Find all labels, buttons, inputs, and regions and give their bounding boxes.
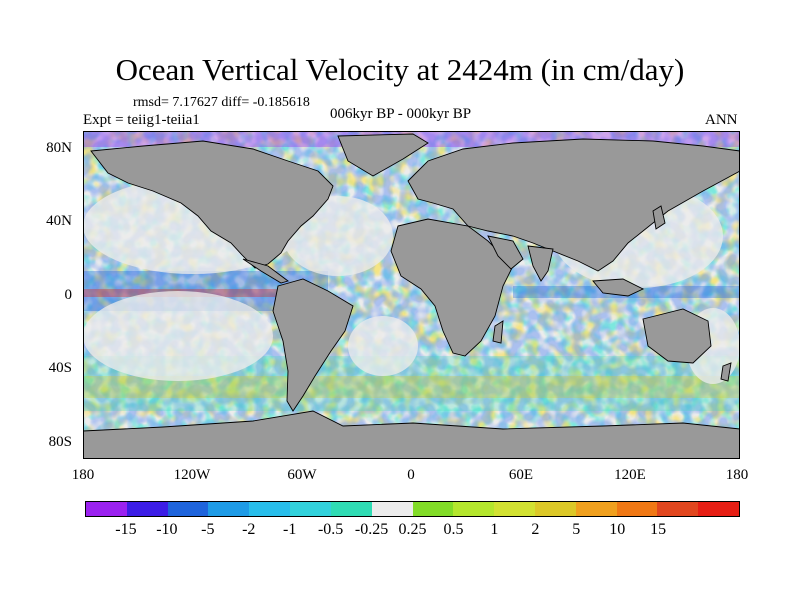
colorbar-label: -0.5	[317, 521, 344, 538]
lat-label-40s: 40S	[48, 360, 72, 376]
colorbar-label: -1	[283, 521, 297, 538]
colorbar-segment	[453, 502, 495, 516]
colorbar-segment	[575, 502, 617, 516]
north-america	[90, 140, 334, 269]
experiment-label: Expt = teiig1-teiia1	[83, 112, 200, 128]
indonesia	[592, 278, 645, 297]
colorbar-label: 0.25	[398, 521, 427, 538]
colorbar-segment	[167, 502, 209, 516]
new-zealand	[720, 362, 732, 382]
colorbar-label: 1	[490, 521, 499, 538]
colorbar-label: -0.25	[354, 521, 389, 538]
antarctica	[83, 410, 740, 459]
lat-label-0: 0	[64, 287, 73, 303]
lat-label-80s: 80S	[48, 434, 72, 450]
season-label: ANN	[705, 112, 738, 128]
colorbar-segment	[412, 502, 454, 516]
lon-label-120e: 120E	[614, 467, 646, 483]
central-america	[242, 258, 289, 284]
colorbar-label: 5	[572, 521, 581, 538]
stats-text: rmsd= 7.17627 diff= -0.185618	[133, 95, 310, 110]
lon-label-0: 0	[407, 467, 415, 483]
colorbar-segment	[330, 502, 372, 516]
colorbar-segment	[126, 502, 168, 516]
period-label: 006kyr BP - 000kyr BP	[330, 106, 472, 122]
lon-label-180w: 180	[71, 467, 95, 483]
lon-label-60w: 60W	[287, 467, 317, 483]
lat-label-80n: 80N	[46, 140, 72, 156]
colorbar-segment	[86, 502, 127, 516]
colorbar-segment	[208, 502, 250, 516]
colorbar-label: 0.5	[443, 521, 464, 538]
colorbar-segment	[657, 502, 699, 516]
land-masses	[83, 133, 740, 459]
lat-label-40n: 40N	[46, 213, 72, 229]
colorbar-segment	[698, 502, 739, 516]
madagascar	[492, 320, 504, 344]
africa	[390, 218, 514, 357]
colorbar-label: 10	[609, 521, 626, 538]
lon-label-180e: 180	[725, 467, 749, 483]
colorbar-label: -15	[115, 521, 137, 538]
south-america	[272, 278, 354, 412]
colorbar-segment	[534, 502, 576, 516]
world-map	[83, 131, 740, 459]
colorbar	[85, 501, 740, 517]
lon-label-120w: 120W	[173, 467, 211, 483]
colorbar-segment	[494, 502, 535, 516]
arabia	[487, 235, 524, 270]
colorbar-label: -2	[242, 521, 256, 538]
colorbar-segment	[290, 502, 331, 516]
map-title: Ocean Vertical Velocity at 2424m (in cm/…	[115, 52, 685, 87]
colorbar-segment	[371, 502, 413, 516]
greenland	[337, 133, 429, 177]
colorbar-segment	[249, 502, 291, 516]
colorbar-segment	[616, 502, 658, 516]
japan	[652, 205, 666, 230]
colorbar-label: -5	[201, 521, 215, 538]
lon-label-60e: 60E	[508, 467, 534, 483]
colorbar-label: 2	[531, 521, 540, 538]
colorbar-label: -10	[156, 521, 178, 538]
australia	[642, 308, 712, 364]
india	[527, 245, 554, 282]
colorbar-label: 15	[650, 521, 667, 538]
